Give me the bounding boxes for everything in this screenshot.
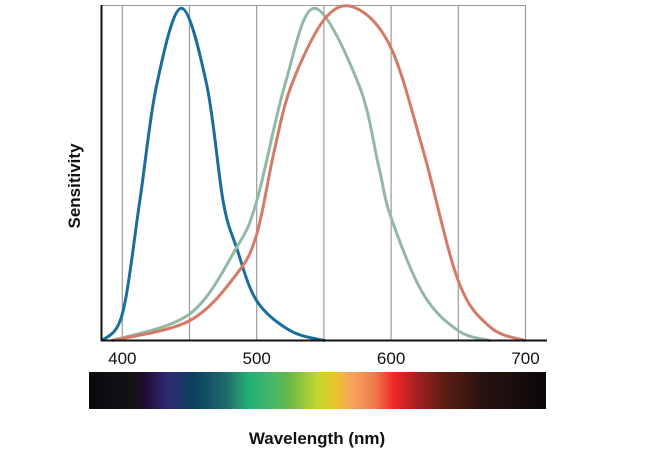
spectrum-bar [89, 372, 546, 409]
x-tick-label: 600 [377, 349, 405, 368]
sensitivity-curve-3 [111, 4, 527, 343]
x-tick-label: 400 [108, 349, 136, 368]
x-tick-labels: 400 500 600 700 [108, 349, 540, 368]
curves [100, 4, 527, 343]
x-axis-label: Wavelength (nm) [249, 429, 385, 448]
sensitivity-curve-2 [111, 6, 491, 343]
x-tick-label: 700 [511, 349, 539, 368]
y-axis-label: Sensitivity [65, 143, 84, 229]
gridlines [121, 5, 527, 340]
x-tick-label: 500 [243, 349, 271, 368]
sensitivity-curve-1 [100, 6, 326, 343]
